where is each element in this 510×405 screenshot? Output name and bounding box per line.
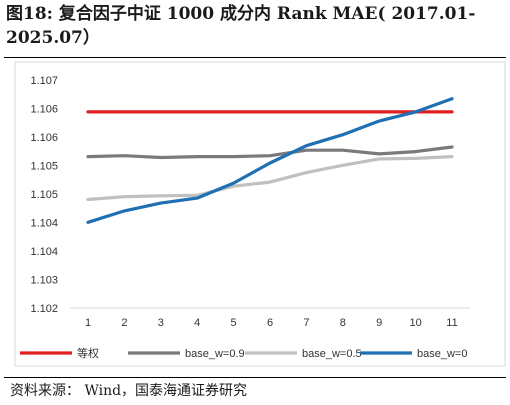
x-tick-label: 4 (194, 317, 200, 329)
y-tick-label: 1.105 (30, 161, 58, 173)
x-tick-label: 9 (376, 317, 382, 329)
series-line (86, 145, 454, 160)
title-rule (4, 57, 506, 58)
x-tick-label: 6 (267, 317, 273, 329)
y-tick-label: 1.106 (30, 132, 58, 144)
y-tick-label: 1.104 (30, 246, 58, 258)
x-tick-label: 5 (231, 317, 237, 329)
legend: 等权 base_w=0.9 base_w=0.5 base_w=0 (20, 346, 467, 360)
x-tick-label: 10 (409, 317, 421, 329)
legend-label: base_w=0.9 (185, 348, 245, 360)
line-chart: 1.102 1.103 1.104 1.104 1.105 1.105 1.106 1.106… (14, 61, 506, 367)
x-axis: 1 2 3 4 5 6 7 8 9 10 11 (85, 317, 458, 329)
y-tick-label: 1.103 (30, 275, 58, 287)
y-tick-label: 1.105 (30, 189, 58, 201)
legend-label: base_w=0.5 (302, 348, 362, 360)
series-lines (86, 97, 454, 224)
y-tick-label: 1.104 (30, 218, 58, 230)
x-tick-label: 3 (158, 317, 164, 329)
y-tick-label: 1.106 (30, 104, 58, 116)
chart-frame (14, 61, 506, 367)
x-tick-label: 8 (340, 317, 346, 329)
source-note: 资料来源： Wind，国泰海通证券研究 (10, 383, 248, 399)
source-rule (4, 377, 506, 378)
x-tick-label: 7 (303, 317, 309, 329)
series-line (86, 154, 454, 202)
legend-label: 等权 (77, 346, 99, 360)
series-line (86, 97, 454, 224)
y-axis: 1.102 1.103 1.104 1.104 1.105 1.105 1.106 1.106… (30, 75, 58, 315)
x-tick-label: 11 (446, 317, 457, 329)
y-tick-label: 1.102 (30, 303, 58, 315)
x-tick-label: 2 (121, 317, 127, 329)
x-tick-label: 1 (85, 317, 91, 329)
legend-label: base_w=0 (417, 348, 467, 360)
figure-title: 图18: 复合因子中证 1000 成分内 Rank MAE( 2017.01-2… (6, 4, 476, 48)
y-tick-label: 1.107 (30, 75, 58, 87)
